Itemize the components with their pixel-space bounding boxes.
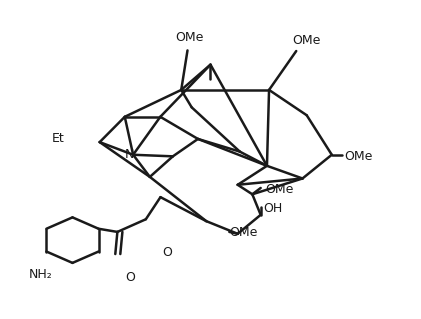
Text: O: O — [163, 246, 172, 259]
Text: OMe: OMe — [292, 34, 320, 48]
Text: OH: OH — [263, 202, 282, 215]
Text: OMe: OMe — [344, 150, 373, 163]
Text: O: O — [125, 271, 135, 284]
Text: OMe: OMe — [229, 226, 258, 239]
Text: Et: Et — [52, 132, 64, 145]
Text: OMe: OMe — [175, 31, 203, 44]
Text: N: N — [125, 148, 134, 161]
Text: OMe: OMe — [265, 183, 293, 196]
Text: NH₂: NH₂ — [29, 268, 52, 281]
